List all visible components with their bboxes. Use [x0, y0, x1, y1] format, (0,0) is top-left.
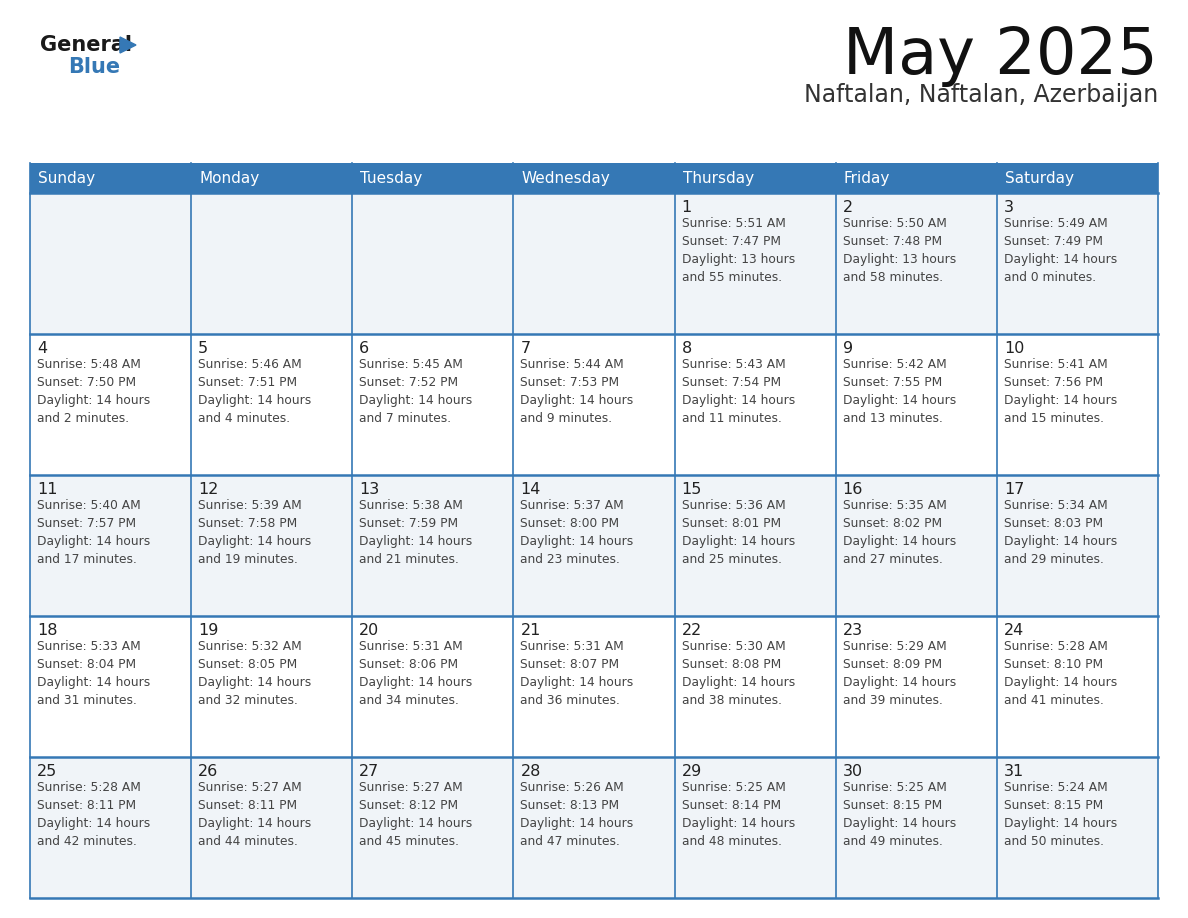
Text: Thursday: Thursday: [683, 171, 753, 185]
Bar: [353, 163, 513, 193]
Text: Sunrise: 5:29 AM
Sunset: 8:09 PM
Daylight: 14 hours
and 39 minutes.: Sunrise: 5:29 AM Sunset: 8:09 PM Dayligh…: [842, 640, 956, 707]
Text: 30: 30: [842, 764, 862, 779]
Text: Sunrise: 5:44 AM
Sunset: 7:53 PM
Daylight: 14 hours
and 9 minutes.: Sunrise: 5:44 AM Sunset: 7:53 PM Dayligh…: [520, 358, 633, 425]
Text: Monday: Monday: [200, 171, 259, 185]
Bar: [835, 163, 997, 193]
Text: Wednesday: Wednesday: [522, 171, 611, 185]
Text: 25: 25: [37, 764, 57, 779]
Text: 1: 1: [682, 200, 691, 215]
Text: Sunrise: 5:28 AM
Sunset: 8:11 PM
Daylight: 14 hours
and 42 minutes.: Sunrise: 5:28 AM Sunset: 8:11 PM Dayligh…: [37, 781, 150, 848]
Text: Sunrise: 5:32 AM
Sunset: 8:05 PM
Daylight: 14 hours
and 32 minutes.: Sunrise: 5:32 AM Sunset: 8:05 PM Dayligh…: [198, 640, 311, 707]
Text: 3: 3: [1004, 200, 1013, 215]
Text: Sunrise: 5:25 AM
Sunset: 8:15 PM
Daylight: 14 hours
and 49 minutes.: Sunrise: 5:25 AM Sunset: 8:15 PM Dayligh…: [842, 781, 956, 848]
Text: 7: 7: [520, 341, 531, 356]
Text: Sunrise: 5:30 AM
Sunset: 8:08 PM
Daylight: 14 hours
and 38 minutes.: Sunrise: 5:30 AM Sunset: 8:08 PM Dayligh…: [682, 640, 795, 707]
Text: Sunrise: 5:27 AM
Sunset: 8:12 PM
Daylight: 14 hours
and 45 minutes.: Sunrise: 5:27 AM Sunset: 8:12 PM Dayligh…: [359, 781, 473, 848]
Bar: [30, 334, 1158, 475]
Bar: [30, 616, 1158, 757]
Bar: [30, 193, 1158, 334]
Bar: [30, 475, 1158, 616]
Text: 19: 19: [198, 623, 219, 638]
Text: Sunrise: 5:46 AM
Sunset: 7:51 PM
Daylight: 14 hours
and 4 minutes.: Sunrise: 5:46 AM Sunset: 7:51 PM Dayligh…: [198, 358, 311, 425]
Text: Sunrise: 5:49 AM
Sunset: 7:49 PM
Daylight: 14 hours
and 0 minutes.: Sunrise: 5:49 AM Sunset: 7:49 PM Dayligh…: [1004, 217, 1117, 284]
Text: 12: 12: [198, 482, 219, 497]
Text: 29: 29: [682, 764, 702, 779]
Text: Sunrise: 5:36 AM
Sunset: 8:01 PM
Daylight: 14 hours
and 25 minutes.: Sunrise: 5:36 AM Sunset: 8:01 PM Dayligh…: [682, 499, 795, 566]
Text: 10: 10: [1004, 341, 1024, 356]
Bar: [513, 163, 675, 193]
Text: 22: 22: [682, 623, 702, 638]
Text: Naftalan, Naftalan, Azerbaijan: Naftalan, Naftalan, Azerbaijan: [804, 83, 1158, 107]
Text: Sunrise: 5:34 AM
Sunset: 8:03 PM
Daylight: 14 hours
and 29 minutes.: Sunrise: 5:34 AM Sunset: 8:03 PM Dayligh…: [1004, 499, 1117, 566]
Text: Sunrise: 5:31 AM
Sunset: 8:06 PM
Daylight: 14 hours
and 34 minutes.: Sunrise: 5:31 AM Sunset: 8:06 PM Dayligh…: [359, 640, 473, 707]
Bar: [997, 163, 1158, 193]
Text: Sunrise: 5:50 AM
Sunset: 7:48 PM
Daylight: 13 hours
and 58 minutes.: Sunrise: 5:50 AM Sunset: 7:48 PM Dayligh…: [842, 217, 956, 284]
Text: Sunrise: 5:37 AM
Sunset: 8:00 PM
Daylight: 14 hours
and 23 minutes.: Sunrise: 5:37 AM Sunset: 8:00 PM Dayligh…: [520, 499, 633, 566]
Text: Sunrise: 5:38 AM
Sunset: 7:59 PM
Daylight: 14 hours
and 21 minutes.: Sunrise: 5:38 AM Sunset: 7:59 PM Dayligh…: [359, 499, 473, 566]
Text: 11: 11: [37, 482, 57, 497]
Text: 6: 6: [359, 341, 369, 356]
Text: Saturday: Saturday: [1005, 171, 1074, 185]
Text: 5: 5: [198, 341, 208, 356]
Text: Sunrise: 5:25 AM
Sunset: 8:14 PM
Daylight: 14 hours
and 48 minutes.: Sunrise: 5:25 AM Sunset: 8:14 PM Dayligh…: [682, 781, 795, 848]
Text: Sunrise: 5:48 AM
Sunset: 7:50 PM
Daylight: 14 hours
and 2 minutes.: Sunrise: 5:48 AM Sunset: 7:50 PM Dayligh…: [37, 358, 150, 425]
Text: Sunrise: 5:31 AM
Sunset: 8:07 PM
Daylight: 14 hours
and 36 minutes.: Sunrise: 5:31 AM Sunset: 8:07 PM Dayligh…: [520, 640, 633, 707]
Text: Sunday: Sunday: [38, 171, 95, 185]
Text: 16: 16: [842, 482, 864, 497]
Polygon shape: [120, 37, 135, 53]
Bar: [675, 163, 835, 193]
Text: 15: 15: [682, 482, 702, 497]
Text: 17: 17: [1004, 482, 1024, 497]
Text: 26: 26: [198, 764, 219, 779]
Text: 21: 21: [520, 623, 541, 638]
Text: Sunrise: 5:41 AM
Sunset: 7:56 PM
Daylight: 14 hours
and 15 minutes.: Sunrise: 5:41 AM Sunset: 7:56 PM Dayligh…: [1004, 358, 1117, 425]
Text: Sunrise: 5:24 AM
Sunset: 8:15 PM
Daylight: 14 hours
and 50 minutes.: Sunrise: 5:24 AM Sunset: 8:15 PM Dayligh…: [1004, 781, 1117, 848]
Bar: [30, 757, 1158, 898]
Bar: [30, 163, 191, 193]
Text: 14: 14: [520, 482, 541, 497]
Text: May 2025: May 2025: [843, 25, 1158, 87]
Text: Friday: Friday: [843, 171, 890, 185]
Text: 24: 24: [1004, 623, 1024, 638]
Text: 9: 9: [842, 341, 853, 356]
Text: Blue: Blue: [68, 57, 120, 77]
Text: Sunrise: 5:27 AM
Sunset: 8:11 PM
Daylight: 14 hours
and 44 minutes.: Sunrise: 5:27 AM Sunset: 8:11 PM Dayligh…: [198, 781, 311, 848]
Text: 23: 23: [842, 623, 862, 638]
Text: Sunrise: 5:40 AM
Sunset: 7:57 PM
Daylight: 14 hours
and 17 minutes.: Sunrise: 5:40 AM Sunset: 7:57 PM Dayligh…: [37, 499, 150, 566]
Text: 2: 2: [842, 200, 853, 215]
Text: General: General: [40, 35, 132, 55]
Text: Sunrise: 5:45 AM
Sunset: 7:52 PM
Daylight: 14 hours
and 7 minutes.: Sunrise: 5:45 AM Sunset: 7:52 PM Dayligh…: [359, 358, 473, 425]
Text: Sunrise: 5:43 AM
Sunset: 7:54 PM
Daylight: 14 hours
and 11 minutes.: Sunrise: 5:43 AM Sunset: 7:54 PM Dayligh…: [682, 358, 795, 425]
Text: 27: 27: [359, 764, 379, 779]
Text: Sunrise: 5:35 AM
Sunset: 8:02 PM
Daylight: 14 hours
and 27 minutes.: Sunrise: 5:35 AM Sunset: 8:02 PM Dayligh…: [842, 499, 956, 566]
Text: Sunrise: 5:33 AM
Sunset: 8:04 PM
Daylight: 14 hours
and 31 minutes.: Sunrise: 5:33 AM Sunset: 8:04 PM Dayligh…: [37, 640, 150, 707]
Text: 13: 13: [359, 482, 379, 497]
Text: Sunrise: 5:39 AM
Sunset: 7:58 PM
Daylight: 14 hours
and 19 minutes.: Sunrise: 5:39 AM Sunset: 7:58 PM Dayligh…: [198, 499, 311, 566]
Text: 28: 28: [520, 764, 541, 779]
Text: Sunrise: 5:28 AM
Sunset: 8:10 PM
Daylight: 14 hours
and 41 minutes.: Sunrise: 5:28 AM Sunset: 8:10 PM Dayligh…: [1004, 640, 1117, 707]
Text: 31: 31: [1004, 764, 1024, 779]
Text: Sunrise: 5:51 AM
Sunset: 7:47 PM
Daylight: 13 hours
and 55 minutes.: Sunrise: 5:51 AM Sunset: 7:47 PM Dayligh…: [682, 217, 795, 284]
Text: Tuesday: Tuesday: [360, 171, 423, 185]
Text: 8: 8: [682, 341, 691, 356]
Bar: [191, 163, 353, 193]
Text: Sunrise: 5:42 AM
Sunset: 7:55 PM
Daylight: 14 hours
and 13 minutes.: Sunrise: 5:42 AM Sunset: 7:55 PM Dayligh…: [842, 358, 956, 425]
Text: Sunrise: 5:26 AM
Sunset: 8:13 PM
Daylight: 14 hours
and 47 minutes.: Sunrise: 5:26 AM Sunset: 8:13 PM Dayligh…: [520, 781, 633, 848]
Text: 20: 20: [359, 623, 379, 638]
Text: 4: 4: [37, 341, 48, 356]
Text: 18: 18: [37, 623, 57, 638]
